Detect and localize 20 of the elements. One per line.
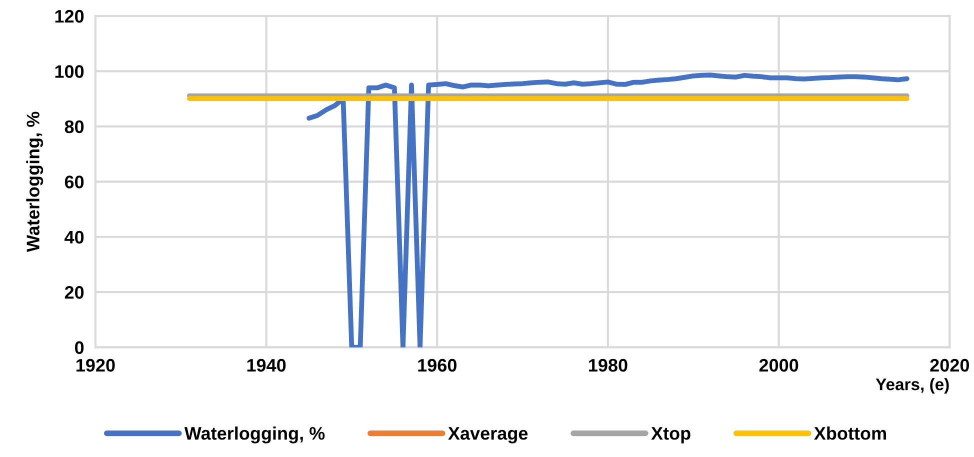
legend-label: Xbottom [814,426,886,440]
y-tick-label: 20 [64,286,84,299]
y-tick-label: 80 [64,120,84,134]
legend-label: Xaverage [448,427,528,444]
y-tick-label: 0 [75,341,84,354]
x-tick-label: 1920 [76,358,115,372]
x-tick-label: 1960 [418,358,456,372]
y-tick-label: 60 [64,176,84,188]
x-tick-label: 1980 [589,358,628,372]
y-tick-label: 100 [55,65,84,78]
x-axis-title: Years, (e) [876,378,949,394]
x-tick-label: 2000 [759,358,798,372]
y-tick-label: 40 [64,230,84,244]
legend-label: Xtop [651,427,690,444]
y-tick-label: 120 [55,10,84,23]
x-tick-label: 1940 [247,358,286,372]
x-tick-label: 2020 [930,358,969,372]
line-series [306,72,910,348]
y-axis-title: Waterlogging, % [26,112,44,252]
legend-label: Waterlogging, % [184,426,325,444]
